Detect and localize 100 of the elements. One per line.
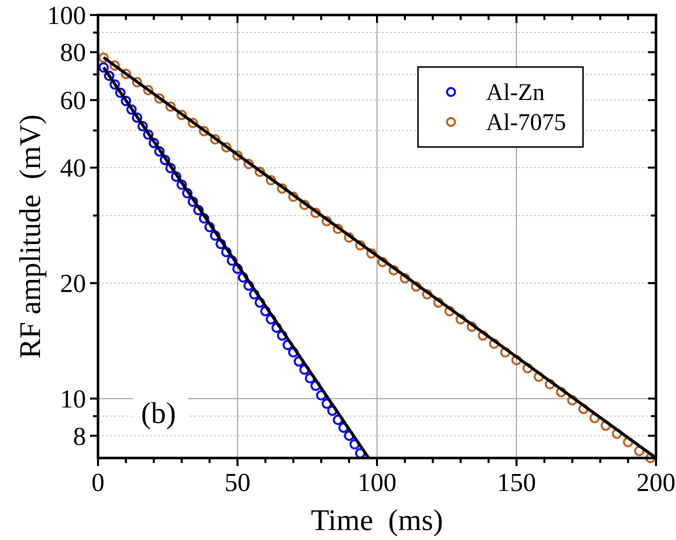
point xyxy=(165,101,176,112)
point xyxy=(243,280,254,291)
point xyxy=(266,174,276,186)
x-tick-label: 0 xyxy=(92,468,104,497)
point xyxy=(204,222,215,232)
point xyxy=(148,138,159,148)
point xyxy=(143,84,154,96)
point xyxy=(388,265,399,276)
point xyxy=(622,436,634,448)
point xyxy=(310,208,321,218)
point xyxy=(276,183,288,194)
point xyxy=(522,363,533,374)
y-tick-label: 80 xyxy=(60,38,86,68)
point xyxy=(210,134,220,145)
point xyxy=(288,347,298,358)
point xyxy=(288,191,298,202)
point xyxy=(137,121,148,132)
point xyxy=(132,77,142,88)
point xyxy=(182,188,192,198)
y-tick-label: 10 xyxy=(60,384,86,414)
point xyxy=(282,340,293,350)
point xyxy=(544,379,556,390)
point xyxy=(355,448,366,458)
y-tick-label: 100 xyxy=(47,1,86,30)
point xyxy=(226,255,238,266)
point xyxy=(260,306,271,316)
y-tick-label: 40 xyxy=(60,154,86,183)
point xyxy=(110,60,120,71)
point xyxy=(238,272,248,283)
point xyxy=(422,289,432,300)
point xyxy=(355,240,366,250)
point xyxy=(154,93,165,104)
point xyxy=(198,126,210,136)
point xyxy=(243,158,254,170)
point xyxy=(104,70,114,82)
point xyxy=(478,330,488,341)
point xyxy=(299,200,310,210)
point xyxy=(176,110,187,120)
point xyxy=(488,338,500,349)
point xyxy=(567,395,578,406)
point xyxy=(254,166,266,178)
point xyxy=(254,297,266,308)
point xyxy=(366,248,377,259)
point xyxy=(310,380,321,391)
point xyxy=(377,256,388,268)
point xyxy=(600,420,611,431)
point xyxy=(126,104,137,115)
x-tick-label: 200 xyxy=(636,468,676,497)
point xyxy=(299,364,310,375)
legend-label: Al-Zn xyxy=(486,80,545,106)
point xyxy=(645,452,656,464)
point xyxy=(160,154,170,166)
point xyxy=(322,398,332,409)
x-tick-label: 100 xyxy=(358,468,396,497)
point xyxy=(578,404,589,414)
point xyxy=(98,52,109,63)
point xyxy=(466,321,478,332)
point xyxy=(188,118,198,128)
x-axis-title: Time (ms) xyxy=(310,504,444,537)
y-tick-label: 20 xyxy=(60,269,86,298)
point xyxy=(221,246,232,258)
point xyxy=(120,68,132,80)
point xyxy=(221,142,232,152)
point xyxy=(612,428,622,439)
point xyxy=(165,162,176,174)
point xyxy=(110,79,120,90)
point xyxy=(500,347,511,358)
point xyxy=(327,405,338,416)
point xyxy=(188,196,198,207)
point xyxy=(322,216,332,226)
point xyxy=(556,386,566,398)
point xyxy=(344,232,354,243)
point xyxy=(534,372,544,382)
point xyxy=(249,289,260,300)
point xyxy=(120,96,132,106)
legend-label: Al-7075 xyxy=(486,110,566,136)
point xyxy=(193,204,204,216)
x-tick-label: 50 xyxy=(224,468,250,497)
point xyxy=(332,224,344,234)
point xyxy=(115,88,126,98)
y-tick-label: 60 xyxy=(60,86,86,116)
point xyxy=(511,354,522,366)
point xyxy=(154,146,165,157)
point xyxy=(456,314,466,324)
point xyxy=(132,112,142,123)
x-tick-label: 150 xyxy=(497,468,536,497)
point xyxy=(216,238,226,250)
point xyxy=(271,322,282,333)
annotation: (b) xyxy=(141,397,176,430)
point xyxy=(444,306,455,316)
y-axis-title: RF amplitude (mV) xyxy=(14,114,47,359)
point xyxy=(232,150,243,161)
point xyxy=(276,330,288,341)
point xyxy=(294,356,304,367)
point xyxy=(98,62,109,73)
point xyxy=(198,213,210,224)
point xyxy=(634,446,644,456)
y-tick-label: 8 xyxy=(73,422,86,451)
point xyxy=(232,264,243,274)
point xyxy=(266,314,276,324)
